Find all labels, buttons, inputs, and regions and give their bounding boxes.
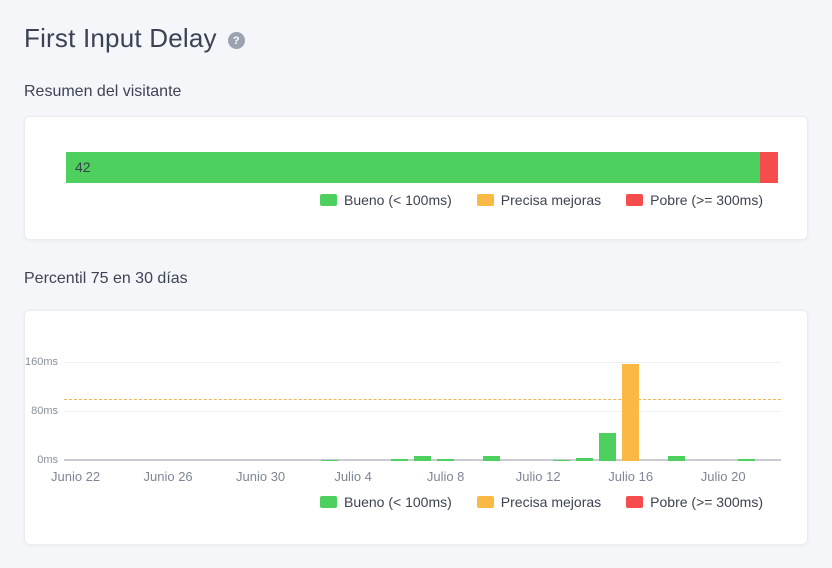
- legend-label-good: Bueno (< 100ms): [343, 192, 452, 208]
- x-tick-label: Julio 16: [608, 469, 654, 484]
- threshold-line: [64, 398, 781, 400]
- page-header: First Input Delay ?: [24, 22, 808, 55]
- summary-card: 42 Bueno (< 100ms) Precisa mejoras Pobre…: [24, 116, 808, 240]
- legend-item-poor[interactable]: Pobre (>= 300ms): [626, 494, 763, 510]
- chart-bar[interactable]: [414, 456, 431, 461]
- x-tick-label: Julio 8: [426, 469, 465, 484]
- summary-legend: Bueno (< 100ms) Precisa mejoras Pobre (>…: [319, 192, 763, 208]
- page-title: First Input Delay: [24, 23, 217, 53]
- chart-bar[interactable]: [390, 458, 408, 461]
- summary-good-value: 42: [75, 159, 91, 175]
- chart-bar[interactable]: [622, 364, 640, 461]
- legend-item-good[interactable]: Bueno (< 100ms): [319, 494, 452, 510]
- trend-card: 0ms 80ms 160ms Junio 22 Junio 26 Junio 30 Juli…: [24, 310, 808, 545]
- poor-swatch-icon: [626, 194, 644, 206]
- plot-area: 0ms 80ms 160ms Junio 22 Junio 26 Junio 30 Juli…: [25, 323, 781, 484]
- legend-label-needs-improvement: Precisa mejoras: [500, 192, 602, 208]
- legend-item-good[interactable]: Bueno (< 100ms): [319, 192, 452, 208]
- x-tick-label: Julio 4: [334, 469, 372, 484]
- chart-bar[interactable]: [437, 458, 455, 461]
- chart-bar[interactable]: [321, 459, 339, 461]
- chart-bar[interactable]: [483, 456, 501, 461]
- legend-item-poor[interactable]: Pobre (>= 300ms): [626, 192, 763, 208]
- chart-bar[interactable]: [668, 456, 686, 461]
- summary-bar-good-segment[interactable]: 42: [66, 152, 761, 183]
- y-tick-label: 80ms: [31, 405, 58, 417]
- summary-stacked-bar: 42: [66, 152, 778, 183]
- x-tick-label: Junio 30: [236, 469, 286, 484]
- poor-swatch-icon: [626, 496, 644, 508]
- legend-item-needs-improvement[interactable]: Precisa mejoras: [476, 192, 602, 208]
- legend-item-needs-improvement[interactable]: Precisa mejoras: [476, 494, 602, 510]
- x-tick-label: Junio 26: [143, 469, 193, 484]
- needs-improvement-swatch-icon: [476, 194, 494, 206]
- y-tick-label: 160ms: [24, 356, 58, 368]
- good-swatch-icon: [319, 496, 337, 508]
- summary-heading: Resumen del visitante: [24, 83, 182, 100]
- x-tick-label: Julio 12: [515, 469, 561, 484]
- x-tick-label: Julio 20: [700, 469, 746, 484]
- y-tick-label: 0ms: [37, 454, 58, 466]
- x-tick-label: Junio 22: [50, 469, 101, 484]
- legend-label-poor: Pobre (>= 300ms): [650, 494, 763, 510]
- gridline: [64, 411, 781, 412]
- trend-legend: Bueno (< 100ms) Precisa mejoras Pobre (>…: [319, 494, 763, 510]
- chart-bar[interactable]: [552, 460, 570, 461]
- summary-bar-poor-segment[interactable]: [760, 152, 778, 183]
- chart-bar[interactable]: [737, 459, 755, 461]
- legend-label-poor: Pobre (>= 300ms): [650, 192, 763, 208]
- good-swatch-icon: [319, 194, 337, 206]
- chart-bar[interactable]: [575, 457, 593, 461]
- needs-improvement-swatch-icon: [476, 496, 494, 508]
- gridline: [64, 362, 781, 363]
- help-icon[interactable]: ?: [227, 32, 245, 49]
- legend-label-good: Bueno (< 100ms): [343, 494, 452, 510]
- legend-label-needs-improvement: Precisa mejoras: [500, 494, 602, 510]
- chart-bar[interactable]: [599, 433, 617, 461]
- trend-heading: Percentil 75 en 30 días: [24, 270, 188, 287]
